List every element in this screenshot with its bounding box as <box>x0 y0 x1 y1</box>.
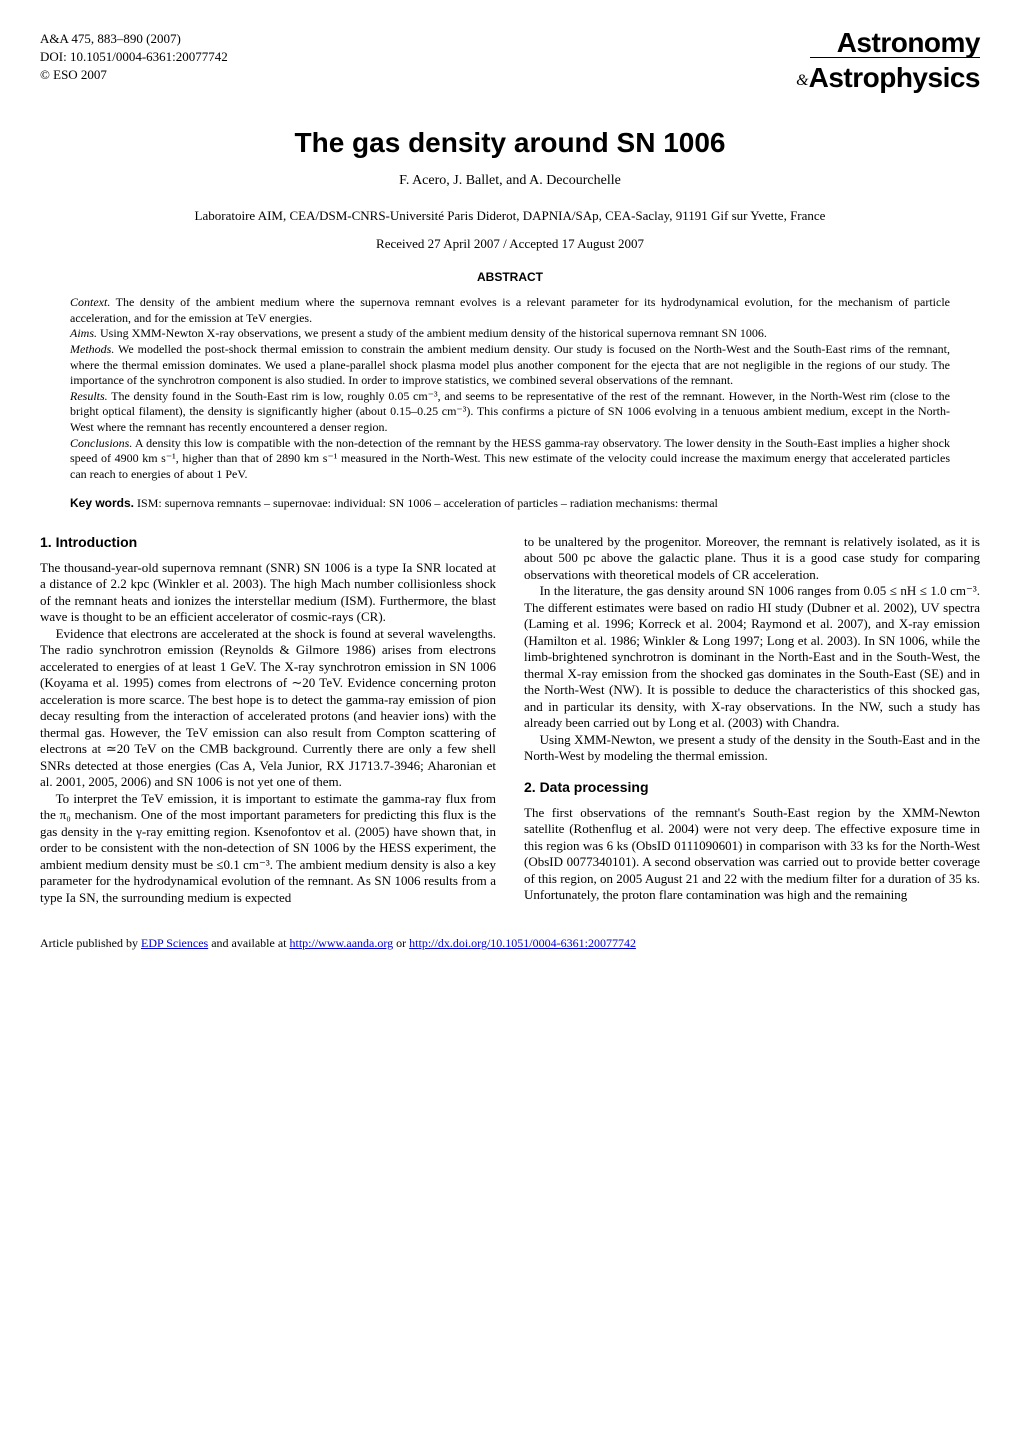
section-2-heading: 2. Data processing <box>524 779 980 797</box>
abstract-aims-text: Using XMM-Newton X-ray observations, we … <box>97 326 767 340</box>
footer-url-2[interactable]: http://dx.doi.org/10.1051/0004-6361:2007… <box>409 936 636 950</box>
abstract-body: Context. The density of the ambient medi… <box>40 295 980 482</box>
paper-title: The gas density around SN 1006 <box>40 125 980 160</box>
data-paragraph-1: The first observations of the remnant's … <box>524 805 980 904</box>
footer-or: or <box>393 936 409 950</box>
section-1-heading: 1. Introduction <box>40 534 496 552</box>
journal-doi: DOI: 10.1051/0004-6361:20077742 <box>40 48 228 66</box>
intro-paragraph-4: to be unaltered by the progenitor. Moreo… <box>524 534 980 584</box>
left-column: 1. Introduction The thousand-year-old su… <box>40 534 496 906</box>
logo-ampersand: & <box>796 72 808 89</box>
logo-top-word: Astronomy <box>796 30 980 55</box>
abstract-results-text: The density found in the South-East rim … <box>70 389 950 434</box>
abstract-context-text: The density of the ambient medium where … <box>70 295 950 325</box>
footer-mid: and available at <box>208 936 289 950</box>
abstract-conclusions-label: Conclusions. <box>70 436 132 450</box>
footer-edp-link[interactable]: EDP Sciences <box>141 936 208 950</box>
intro-paragraph-1: The thousand-year-old supernova remnant … <box>40 560 496 626</box>
intro-paragraph-2: Evidence that electrons are accelerated … <box>40 626 496 791</box>
abstract-conclusions-text: A density this low is compatible with th… <box>70 436 950 481</box>
footer-prefix: Article published by <box>40 936 141 950</box>
abstract-heading: ABSTRACT <box>40 270 980 285</box>
abstract-methods-label: Methods. <box>70 342 114 356</box>
header-row: A&A 475, 883–890 (2007) DOI: 10.1051/000… <box>40 30 980 95</box>
intro-paragraph-3: To interpret the TeV emission, it is imp… <box>40 791 496 907</box>
keywords-block: Key words. ISM: supernova remnants – sup… <box>40 496 980 512</box>
intro-paragraph-6: Using XMM-Newton, we present a study of … <box>524 732 980 765</box>
affiliation-line: Laboratoire AIM, CEA/DSM-CNRS-Université… <box>40 208 980 224</box>
footer-url-1[interactable]: http://www.aanda.org <box>290 936 394 950</box>
abstract-context-label: Context. <box>70 295 110 309</box>
abstract-aims-label: Aims. <box>70 326 97 340</box>
journal-logo: Astronomy &Astrophysics <box>796 30 980 95</box>
keywords-text: ISM: supernova remnants – supernovae: in… <box>134 496 718 510</box>
received-accepted-line: Received 27 April 2007 / Accepted 17 Aug… <box>40 236 980 252</box>
journal-reference-block: A&A 475, 883–890 (2007) DOI: 10.1051/000… <box>40 30 228 85</box>
intro-paragraph-5: In the literature, the gas density aroun… <box>524 583 980 732</box>
authors-line: F. Acero, J. Ballet, and A. Decourchelle <box>40 172 980 190</box>
abstract-methods-text: We modelled the post-shock thermal emiss… <box>70 342 950 387</box>
journal-copyright: © ESO 2007 <box>40 66 228 84</box>
right-column: to be unaltered by the progenitor. Moreo… <box>524 534 980 906</box>
footer-line: Article published by EDP Sciences and av… <box>40 936 980 951</box>
abstract-results-label: Results. <box>70 389 108 403</box>
keywords-label: Key words. <box>70 496 134 510</box>
journal-ref: A&A 475, 883–890 (2007) <box>40 30 228 48</box>
two-column-body: 1. Introduction The thousand-year-old su… <box>40 534 980 906</box>
logo-bottom-word: Astrophysics <box>809 62 980 93</box>
